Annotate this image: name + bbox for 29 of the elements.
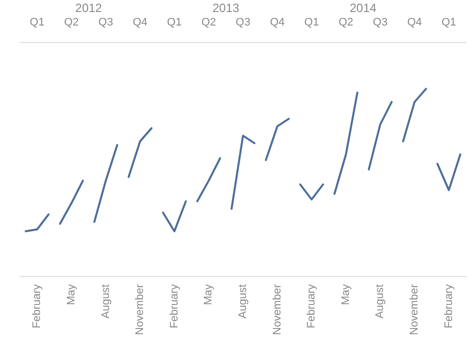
text: Q1 bbox=[304, 16, 319, 28]
x-tick-label: November bbox=[408, 284, 421, 336]
text: Q1 bbox=[167, 16, 182, 28]
x-tick-label: November bbox=[134, 284, 146, 336]
text: 2013 bbox=[212, 1, 240, 15]
x-tick-label: February bbox=[306, 284, 318, 328]
text: Q3 bbox=[372, 16, 388, 28]
text: Q2 bbox=[338, 16, 354, 28]
text: 2012 bbox=[75, 1, 102, 15]
x-tick-label: May bbox=[340, 284, 352, 306]
text: Q4 bbox=[407, 16, 422, 28]
text: 2014 bbox=[350, 1, 377, 15]
x-tick-label: February bbox=[31, 284, 44, 328]
text: Q3 bbox=[236, 16, 250, 28]
text: Q1 bbox=[30, 16, 44, 28]
text: Q4 bbox=[270, 16, 285, 28]
text: Q3 bbox=[98, 16, 114, 28]
x-tick-label: August bbox=[374, 284, 386, 319]
text: Q4 bbox=[132, 16, 148, 28]
text: Q1 bbox=[442, 16, 456, 28]
x-tick-label: August bbox=[100, 284, 112, 319]
x-tick-label: May bbox=[202, 284, 215, 306]
x-tick-label: August bbox=[237, 284, 249, 319]
x-tick-label: May bbox=[65, 284, 78, 306]
x-tick-label: November bbox=[271, 284, 284, 336]
x-tick-label: February bbox=[442, 284, 455, 328]
text: Q2 bbox=[201, 16, 216, 28]
x-tick-label: February bbox=[168, 284, 180, 328]
text: Q2 bbox=[64, 16, 79, 28]
